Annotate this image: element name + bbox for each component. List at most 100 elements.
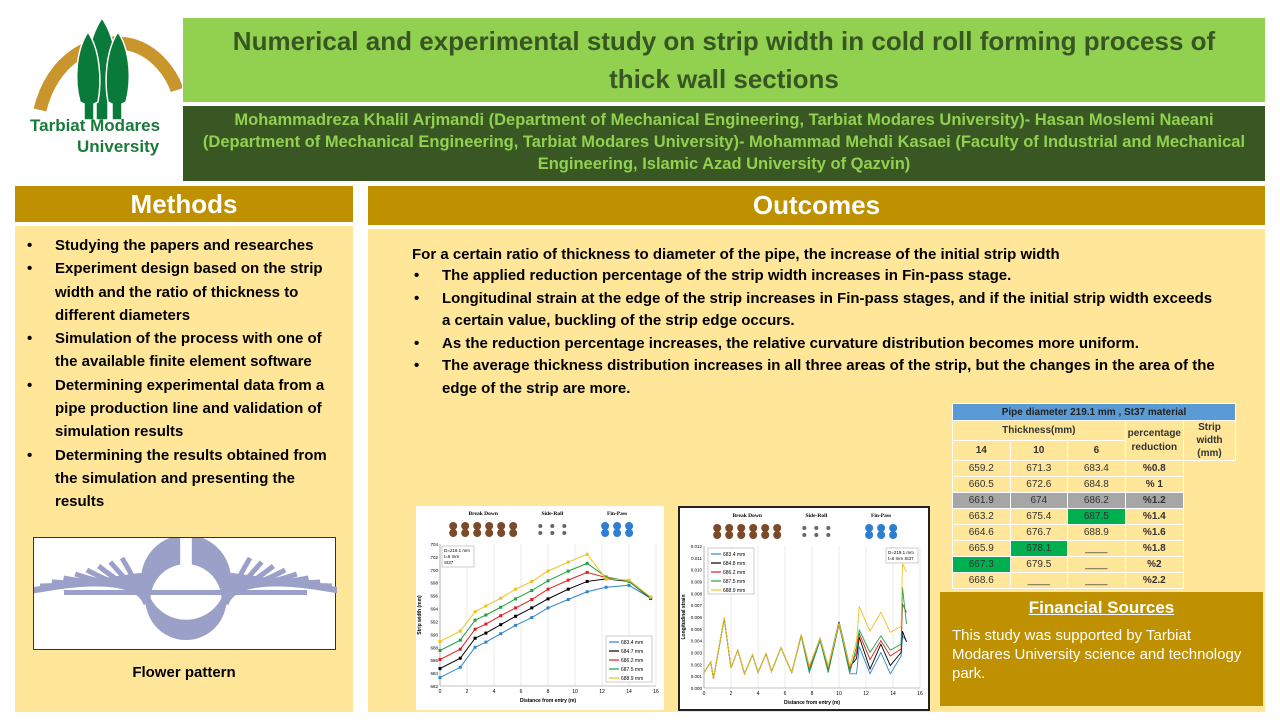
reduction-cell: %2	[1124, 556, 1185, 573]
legend-label: 684.8 mm	[723, 561, 745, 567]
roll-icon	[889, 524, 898, 532]
outcomes-bullet: Longitudinal strain at the edge of the s…	[402, 288, 1222, 333]
x-tick-label: 0	[439, 689, 442, 695]
flower-pattern-image	[16, 535, 356, 650]
roll-icon	[749, 531, 758, 539]
y-tick-label: 0.008	[691, 591, 703, 596]
y-tick-label: 686	[430, 658, 438, 663]
roll-icon	[449, 529, 458, 537]
data-point	[514, 614, 518, 618]
roll-icon	[761, 531, 770, 539]
roll-icon	[877, 524, 886, 532]
y-tick-label: 0.004	[691, 639, 703, 644]
outcomes-heading: Outcomes	[368, 186, 1265, 225]
data-point	[546, 606, 550, 610]
methods-list: Studying the papers and researches Exper…	[15, 234, 345, 514]
roll-icon	[509, 522, 518, 530]
x-tick-label: 8	[547, 689, 550, 695]
column-header: 14	[952, 440, 1011, 461]
annotation-box	[885, 547, 919, 564]
roll-icon	[814, 533, 819, 537]
y-axis-label: Strip width (mm)	[417, 595, 423, 635]
x-tick-label: 0	[703, 691, 706, 697]
x-tick-label: 2	[466, 689, 469, 695]
reduction-cell: % 1	[1124, 476, 1185, 493]
authors: Mohammadreza Khalil Arjmandi (Department…	[183, 106, 1265, 181]
roll-icon	[473, 529, 482, 537]
stage-label: Side-Roll	[805, 513, 827, 519]
data-point	[499, 605, 503, 609]
roll-icon	[509, 529, 518, 537]
data-point	[566, 560, 570, 564]
table-cell: 688.9	[1067, 524, 1126, 541]
table-cell: 661.9	[952, 492, 1011, 509]
university-logo: Tarbiat Modares University	[22, 10, 184, 166]
y-tick-label: 0.012	[691, 544, 703, 549]
legend-label: 684.7 mm	[621, 649, 643, 655]
table-row: 660.5 672.6 684.8% 1	[952, 476, 1236, 493]
roll-icon	[485, 529, 494, 537]
y-tick-label: 0.003	[691, 651, 703, 656]
data-point	[566, 569, 570, 573]
annotation-text: D=219.1 mm	[444, 548, 470, 553]
outcomes-bullet: As the reduction percentage increases, t…	[402, 333, 1222, 356]
x-tick-label: 10	[572, 689, 578, 695]
methods-heading: Methods	[15, 186, 353, 222]
roll-icon	[737, 524, 746, 532]
data-point	[438, 676, 442, 680]
column-header: 6	[1067, 440, 1126, 461]
y-tick-label: 0.007	[691, 603, 703, 608]
table-cell: ____	[1009, 572, 1069, 589]
roll-icon	[538, 531, 543, 535]
roll-icon	[601, 529, 610, 537]
series-line	[703, 603, 907, 679]
x-tick-label: 12	[863, 691, 869, 697]
roll-icon	[497, 529, 506, 537]
y-tick-label: 0.011	[691, 556, 702, 561]
roll-icon	[461, 529, 470, 537]
reduction-header: percentage reduction	[1124, 420, 1185, 461]
roll-icon	[749, 524, 758, 532]
table-cell: 684.8	[1067, 476, 1126, 493]
table-cell: ____	[1067, 556, 1126, 573]
methods-bullet: Experiment design based on the strip wid…	[15, 257, 345, 327]
table-cell: 683.4	[1067, 460, 1126, 477]
financial-text: This study was supported by Tarbiat Moda…	[952, 627, 1242, 682]
roll-icon	[538, 524, 543, 528]
logo-text-line1: Tarbiat Modares	[30, 116, 161, 135]
roll-icon	[613, 522, 622, 530]
y-tick-label: 696	[430, 594, 438, 599]
data-point	[514, 623, 518, 627]
roll-icon	[485, 522, 494, 530]
roll-icon	[865, 524, 874, 532]
x-tick-label: 16	[653, 689, 659, 695]
annotation-text: t=6 mm	[444, 554, 459, 559]
data-point	[499, 632, 503, 636]
methods-bullet: Studying the papers and researches	[15, 234, 345, 258]
data-point	[530, 588, 534, 592]
roll-icon	[814, 526, 819, 530]
roll-icon	[625, 522, 634, 530]
data-point	[530, 616, 534, 620]
data-point	[438, 667, 442, 671]
roll-icon	[773, 531, 782, 539]
methods-panel: Studying the papers and researches Exper…	[15, 226, 356, 712]
data-point	[627, 583, 631, 587]
y-tick-label: 688	[430, 645, 438, 650]
data-point	[546, 569, 550, 573]
y-tick-label: 698	[430, 581, 438, 586]
roll-icon	[773, 524, 782, 532]
y-tick-label: 0.005	[691, 627, 703, 632]
roll-icon	[449, 522, 458, 530]
legend-label: 683.4 mm	[723, 552, 745, 558]
x-axis-label: Distance from entry (m)	[520, 698, 576, 704]
table-cell: 672.6	[1009, 476, 1069, 493]
x-axis-label: Distance from entry (m)	[784, 700, 840, 706]
data-point	[585, 561, 589, 565]
y-tick-label: 0.010	[691, 568, 703, 573]
data-point	[484, 631, 488, 635]
strip-width-table: Pipe diameter 219.1 mm , St37 material T…	[952, 403, 1236, 589]
x-tick-label: 6	[784, 691, 787, 697]
roll-icon	[550, 531, 555, 535]
table-row: 665.9 678.1 ____ %1.8	[952, 540, 1236, 557]
